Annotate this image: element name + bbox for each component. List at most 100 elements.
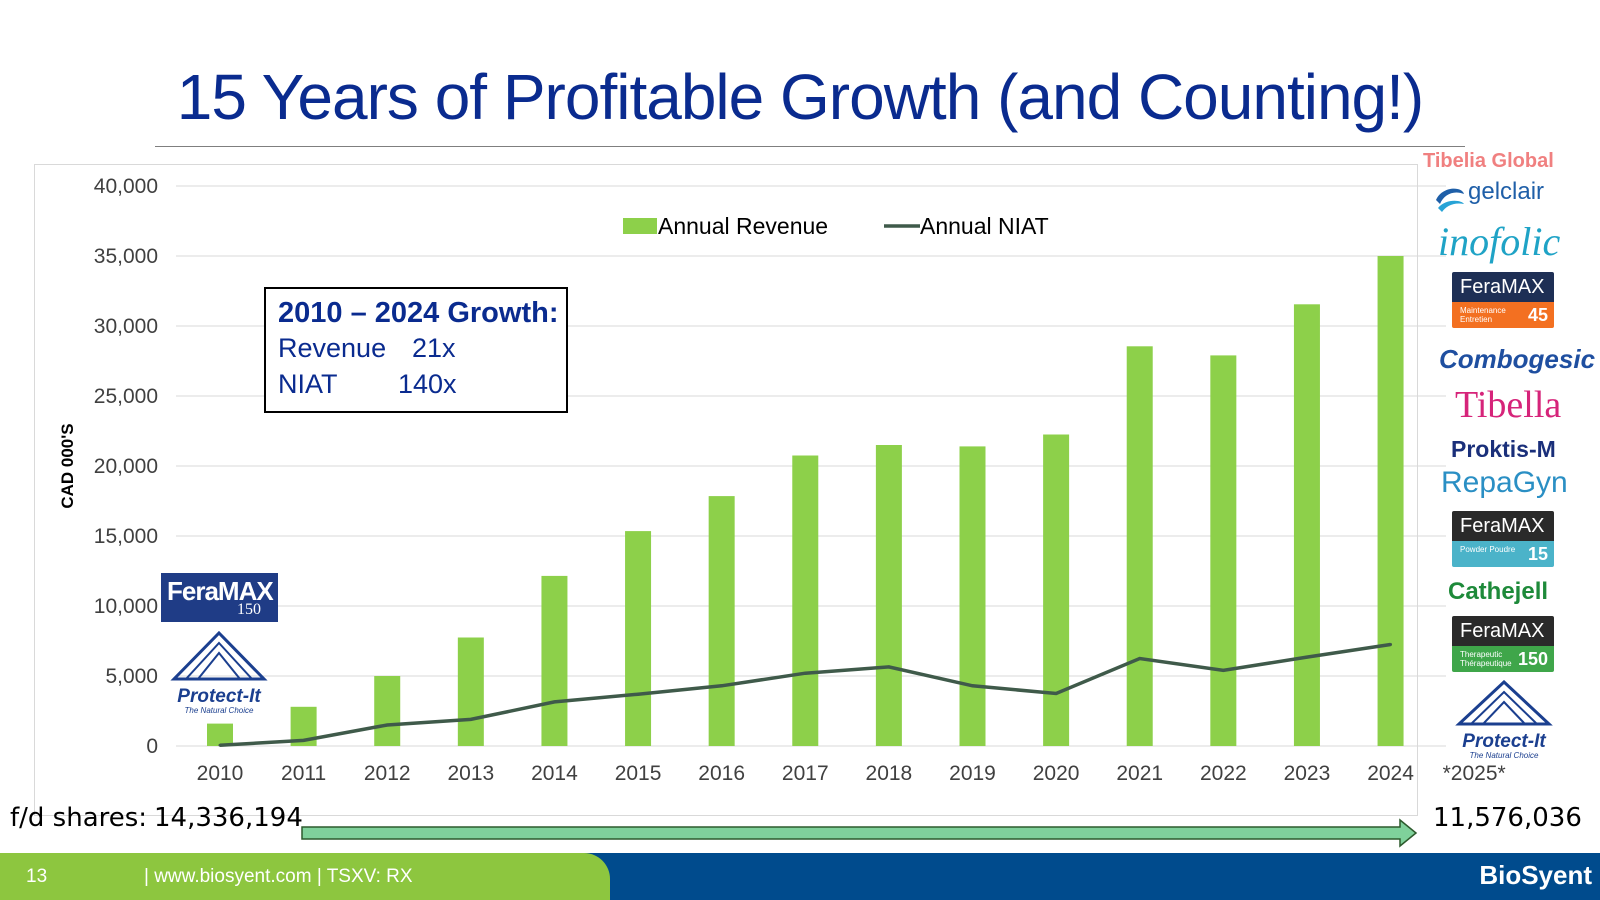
feramax-45-sub: Maintenance Entretien [1460, 306, 1506, 324]
x-tick-label: 2011 [281, 762, 326, 785]
chart-frame [34, 164, 1418, 816]
repagyn-logo: RepaGyn [1441, 466, 1568, 499]
feramax-150-band: Therapeutic Thérapeutique 150 [1452, 646, 1554, 672]
niat-point [218, 743, 222, 747]
y-tick-label: 30,000 [94, 315, 158, 338]
gelclair-swirl-icon [1436, 188, 1464, 212]
feramax-15-brand: FeraMAX [1452, 511, 1554, 541]
x-tick-label: 2020 [1033, 762, 1080, 785]
protect-it-tagline-right: The Natural Choice [1469, 751, 1539, 760]
revenue-bar [875, 445, 902, 746]
y-tick-label: 0 [146, 735, 158, 758]
revenue-bar [207, 723, 233, 746]
biosyent-logo: BioSyent [1479, 860, 1592, 890]
revenue-bar [457, 637, 484, 746]
shares-label: f/d shares: [10, 803, 148, 833]
niat-point [636, 692, 640, 696]
x-tick-label: 2022 [1200, 762, 1247, 785]
feramax-150-brand: FeraMAX [1452, 616, 1554, 646]
x-tick-label: *2025* [1443, 762, 1506, 785]
shares-arrow [301, 818, 1418, 848]
feramax-150-sub: Therapeutic Thérapeutique [1460, 650, 1512, 668]
y-tick-label: 25,000 [94, 385, 158, 408]
protect-it-logo-right: Protect-It The Natural Choice [1449, 679, 1559, 760]
protect-it-roof-icon [170, 630, 268, 681]
legend-revenue-label: Annual Revenue [658, 213, 828, 239]
y-tick-label: 5,000 [105, 665, 158, 688]
combogesic-logo: Combogesic [1439, 344, 1596, 374]
gelclair-logo: gelclair [1432, 176, 1562, 212]
x-tick-label: 2015 [615, 762, 662, 785]
title-divider [155, 146, 1465, 147]
growth-revenue-value: 21x [412, 333, 456, 363]
x-tick-label: 2021 [1116, 762, 1163, 785]
footer-page-number: 13 [26, 866, 48, 887]
protect-it-name-right: Protect-It [1462, 731, 1546, 752]
tibelia-global-logo: Tibelia Global [1423, 150, 1554, 172]
y-axis-label: CAD 000'S [58, 423, 77, 508]
y-tick-label: 35,000 [94, 245, 158, 268]
revenue-bar [541, 575, 568, 746]
feramax-150-logo: FeraMAX 150 [161, 573, 278, 622]
feramax-150-number: 150 [1517, 649, 1548, 669]
revenue-bar [625, 531, 652, 746]
y-tick-label: 40,000 [94, 175, 158, 198]
x-tick-label: 2017 [782, 762, 829, 785]
feramax-150-logo-name: FeraMAX [167, 576, 274, 606]
niat-point [1054, 692, 1058, 695]
growth-revenue-label: Revenue [278, 333, 387, 363]
niat-point [385, 723, 389, 727]
protect-it-tagline-left: The Natural Choice [184, 706, 254, 715]
footer-links[interactable]: | www.biosyent.com | TSXV: RX [144, 866, 413, 887]
niat-point [469, 717, 473, 721]
feramax-150-logo-number: 150 [237, 601, 261, 618]
niat-point [552, 700, 556, 704]
growth-heading: 2010 – 2024 Growth: [278, 297, 559, 329]
y-tick-label: 20,000 [94, 455, 158, 478]
feramax-150-pack: FeraMAX Therapeutic Thérapeutique 150 [1452, 616, 1554, 672]
legend-niat-label: Annual NIAT [920, 213, 1049, 239]
x-tick-label: 2013 [447, 762, 494, 785]
x-tick-label: 2024 [1367, 762, 1414, 785]
protect-it-roof-icon-right [1455, 679, 1553, 726]
shares-start-value: 14,336,194 [154, 803, 303, 833]
y-tick-label: 10,000 [94, 595, 158, 618]
revenue-bar [1293, 304, 1320, 746]
niat-point [1138, 657, 1142, 660]
revenue-bar [1126, 346, 1153, 746]
page-title: 15 Years of Profitable Growth (and Count… [176, 61, 1424, 133]
x-tick-label: 2012 [364, 762, 411, 785]
niat-point [1305, 655, 1309, 659]
feramax-15-number: 15 [1527, 544, 1548, 564]
footer-green-tab [0, 853, 610, 900]
protect-it-name-left: Protect-It [177, 686, 261, 707]
x-tick-label: 2023 [1284, 762, 1331, 785]
x-tick-label: 2019 [949, 762, 996, 785]
revenue-bar [792, 455, 819, 746]
niat-point [1221, 668, 1225, 672]
feramax-15-sub: Powder Poudre [1460, 545, 1516, 554]
x-tick-label: 2018 [866, 762, 913, 785]
feramax-15-pack: FeraMAX Powder Poudre 15 [1452, 511, 1554, 567]
feramax-15-band: Powder Poudre 15 [1452, 541, 1554, 567]
x-tick-label: 2016 [698, 762, 745, 785]
growth-niat-value: 140x [398, 369, 457, 399]
revenue-bar [1210, 355, 1237, 746]
feramax-45-pack: FeraMAX Maintenance Entretien 45 [1452, 272, 1554, 328]
revenue-bar [1377, 256, 1404, 746]
niat-point [971, 684, 974, 688]
growth-summary-box: 2010 – 2024 Growth: Revenue 21x NIAT 140… [264, 287, 568, 413]
feramax-45-number: 45 [1527, 305, 1548, 325]
shares-end-value: 11,576,036 [1433, 803, 1582, 833]
x-tick-label: 2010 [197, 762, 244, 785]
x-tick-label: 2014 [531, 762, 578, 785]
growth-niat-label: NIAT [278, 369, 338, 399]
cathejell-logo: Cathejell [1448, 578, 1549, 605]
feramax-45-brand: FeraMAX [1452, 272, 1554, 302]
revenue-bar [1043, 434, 1070, 746]
legend-revenue-swatch [623, 218, 657, 234]
tibella-logo: Tibella [1455, 384, 1562, 426]
y-tick-label: 15,000 [94, 525, 158, 548]
protect-it-logo-left: Protect-It The Natural Choice [164, 630, 274, 715]
